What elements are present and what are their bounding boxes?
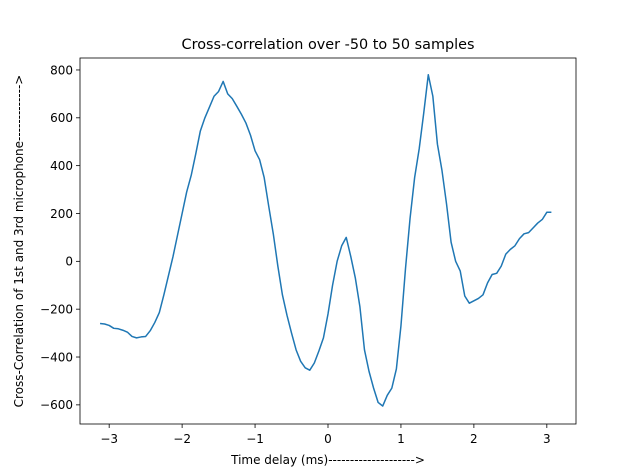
x-tick-label: 1 bbox=[397, 432, 405, 446]
y-axis-label: Cross-Correlation of 1st and 3rd microph… bbox=[12, 75, 26, 408]
x-tick-label: 0 bbox=[324, 432, 332, 446]
y-tick-label: 800 bbox=[50, 63, 73, 77]
x-tick-label: −1 bbox=[246, 432, 264, 446]
x-tick-label: 2 bbox=[470, 432, 478, 446]
y-tick-label: 0 bbox=[65, 255, 73, 269]
y-tick-label: −600 bbox=[40, 398, 73, 412]
x-axis-ticks: −3 −2 −1 0 1 2 3 bbox=[100, 424, 551, 446]
plot-area bbox=[80, 58, 576, 424]
y-tick-label: 200 bbox=[50, 207, 73, 221]
plot-frame bbox=[79, 57, 577, 425]
y-tick-label: 600 bbox=[50, 111, 73, 125]
x-tick-label: 3 bbox=[543, 432, 551, 446]
series-line-0 bbox=[99, 74, 552, 407]
y-axis-ticks: −600 −400 −200 0 200 400 600 800 bbox=[40, 63, 80, 412]
y-tick-label: −200 bbox=[40, 302, 73, 316]
x-tick-label: −2 bbox=[173, 432, 191, 446]
y-tick-label: 400 bbox=[50, 159, 73, 173]
y-tick-label: −400 bbox=[40, 350, 73, 364]
x-axis-label: Time delay (ms)--------------------> bbox=[230, 453, 425, 467]
series-layer bbox=[99, 74, 552, 407]
x-tick-label: −3 bbox=[100, 432, 118, 446]
chart-title: Cross-correlation over -50 to 50 samples bbox=[182, 37, 475, 53]
